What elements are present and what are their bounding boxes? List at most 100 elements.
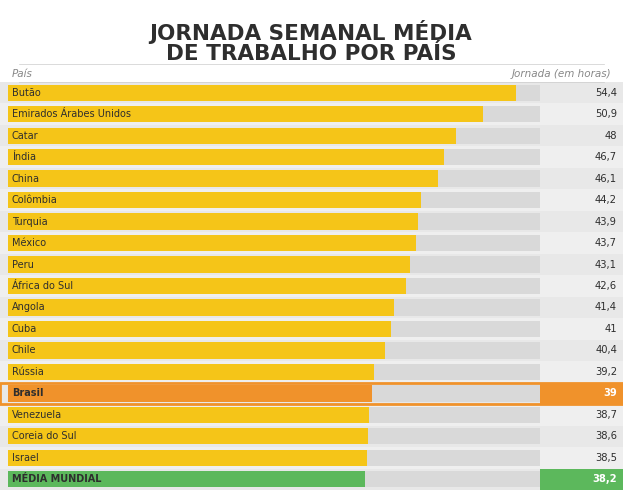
Bar — [540, 125, 623, 147]
Bar — [540, 189, 623, 211]
Text: Israel: Israel — [12, 453, 39, 463]
Bar — [540, 404, 623, 426]
Bar — [0, 468, 623, 490]
Bar — [0, 103, 623, 125]
Bar — [8, 471, 364, 488]
Bar — [540, 318, 623, 339]
Bar — [8, 235, 540, 251]
Bar — [540, 297, 623, 318]
Text: México: México — [12, 238, 46, 248]
Text: Índia: Índia — [12, 152, 36, 162]
Bar — [540, 254, 623, 275]
Bar — [8, 170, 540, 187]
Bar — [8, 256, 540, 273]
Bar — [0, 82, 623, 103]
Text: Butão: Butão — [12, 88, 40, 98]
Text: 42,6: 42,6 — [595, 281, 617, 291]
Text: 40,4: 40,4 — [595, 345, 617, 355]
Bar — [8, 214, 540, 230]
Bar — [540, 383, 623, 404]
Bar — [8, 149, 444, 165]
Bar — [8, 299, 540, 316]
Text: 38,6: 38,6 — [595, 431, 617, 441]
Bar — [0, 318, 623, 339]
Bar — [0, 211, 623, 232]
Text: 41: 41 — [604, 324, 617, 334]
Bar — [8, 321, 540, 337]
Bar — [0, 297, 623, 318]
Bar — [8, 85, 516, 101]
Bar — [8, 450, 368, 466]
Text: Jornada (em horas): Jornada (em horas) — [511, 69, 611, 79]
Bar — [540, 211, 623, 232]
Bar — [8, 192, 421, 208]
Bar — [540, 82, 623, 103]
Bar — [0, 383, 623, 404]
Text: Cuba: Cuba — [12, 324, 37, 334]
Text: Catar: Catar — [12, 131, 39, 141]
Bar — [8, 428, 368, 444]
Bar — [0, 254, 623, 275]
Text: Rússia: Rússia — [12, 367, 44, 377]
Bar — [540, 147, 623, 168]
Bar — [8, 235, 416, 251]
Bar — [540, 468, 623, 490]
Bar — [8, 299, 394, 316]
Bar — [8, 214, 418, 230]
Bar — [8, 342, 540, 359]
Text: 43,7: 43,7 — [595, 238, 617, 248]
Bar — [8, 407, 540, 423]
Bar — [0, 339, 623, 361]
Bar — [0, 232, 623, 254]
Text: JORNADA SEMANAL MÉDIA: JORNADA SEMANAL MÉDIA — [150, 20, 472, 44]
Bar — [0, 168, 623, 189]
Text: 54,4: 54,4 — [595, 88, 617, 98]
Text: 48: 48 — [604, 131, 617, 141]
Text: Emirados Árabes Unidos: Emirados Árabes Unidos — [12, 109, 131, 119]
Bar — [8, 127, 540, 144]
Text: Colômbia: Colômbia — [12, 195, 58, 205]
Bar — [8, 127, 456, 144]
Text: 44,2: 44,2 — [595, 195, 617, 205]
Text: 38,2: 38,2 — [592, 474, 617, 484]
Bar — [0, 404, 623, 426]
Bar — [8, 364, 540, 380]
Bar — [8, 342, 385, 359]
Bar — [0, 447, 623, 468]
Bar — [0, 189, 623, 211]
Text: Brasil: Brasil — [12, 388, 44, 399]
Bar — [540, 232, 623, 254]
Text: 39,2: 39,2 — [595, 367, 617, 377]
Bar — [8, 385, 540, 401]
Text: DE TRABALHO POR PAÍS: DE TRABALHO POR PAÍS — [166, 44, 456, 64]
Bar — [8, 149, 540, 165]
Text: 43,9: 43,9 — [595, 216, 617, 227]
Bar — [8, 364, 374, 380]
Text: 46,1: 46,1 — [595, 174, 617, 184]
Bar — [0, 361, 623, 383]
Bar — [540, 361, 623, 383]
Bar — [540, 426, 623, 447]
Bar — [0, 125, 623, 147]
Bar — [8, 170, 438, 187]
Text: 46,7: 46,7 — [595, 152, 617, 162]
Text: 41,4: 41,4 — [595, 303, 617, 312]
Bar — [8, 428, 540, 444]
Bar — [8, 106, 540, 123]
Text: 50,9: 50,9 — [595, 109, 617, 119]
Bar — [0, 383, 623, 404]
Bar — [8, 278, 406, 294]
Text: Chile: Chile — [12, 345, 37, 355]
Bar — [540, 339, 623, 361]
Text: Coreia do Sul: Coreia do Sul — [12, 431, 77, 441]
Text: Angola: Angola — [12, 303, 45, 312]
Bar — [540, 383, 623, 404]
Bar — [8, 85, 540, 101]
Bar — [8, 407, 369, 423]
Text: Venezuela: Venezuela — [12, 410, 62, 420]
Text: MÉDIA MUNDIAL: MÉDIA MUNDIAL — [12, 474, 102, 484]
Text: Peru: Peru — [12, 259, 34, 270]
Bar — [8, 278, 540, 294]
Text: China: China — [12, 174, 40, 184]
Bar — [540, 168, 623, 189]
